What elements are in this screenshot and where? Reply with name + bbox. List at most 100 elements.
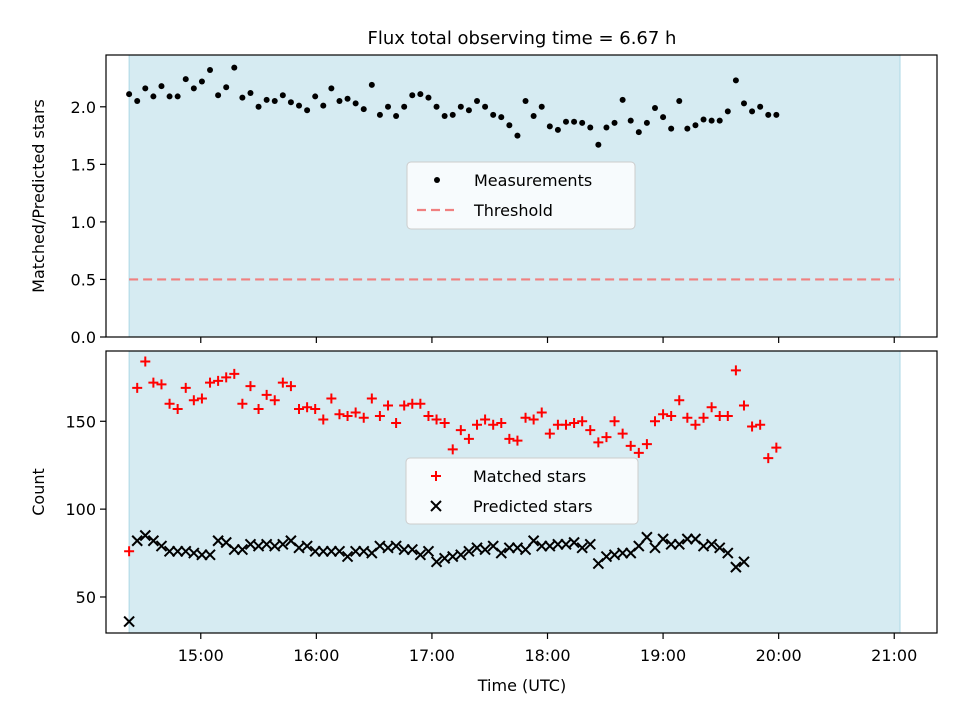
measurement-point xyxy=(166,93,173,100)
matched-star-point xyxy=(585,425,596,436)
predicted-star-point xyxy=(123,615,135,628)
measurement-point xyxy=(724,108,731,115)
matched-star-point xyxy=(334,409,345,420)
measurement-point xyxy=(328,85,335,92)
matched-star-point xyxy=(674,395,685,406)
matched-star-point xyxy=(763,453,774,464)
matched-star-point xyxy=(496,418,507,429)
measurement-point xyxy=(587,124,594,131)
matched-star-point xyxy=(463,433,474,444)
matched-star-point xyxy=(633,447,644,458)
predicted-star-point xyxy=(155,540,168,552)
bottom-panel-legend: Matched stars Predicted stars xyxy=(405,457,639,525)
predicted-star-point xyxy=(204,549,216,561)
y-tick-label: 100 xyxy=(65,500,96,519)
matched-star-point xyxy=(261,389,272,400)
matched-star-point xyxy=(383,400,394,411)
matched-star-point xyxy=(326,393,337,404)
predicted-star-point xyxy=(171,545,184,558)
matched-star-point xyxy=(391,418,402,429)
predicted-star-point xyxy=(228,543,240,556)
measurement-point xyxy=(223,84,230,91)
measurement-point xyxy=(668,125,675,132)
matched-star-point xyxy=(229,368,240,379)
measurement-point xyxy=(296,102,303,109)
matched-star-point xyxy=(528,414,539,425)
predicted-star-point xyxy=(236,543,249,556)
predicted-star-point xyxy=(730,561,742,573)
measurement-point xyxy=(376,111,383,118)
x-tick-label: 17:00 xyxy=(409,646,455,665)
measurement-point xyxy=(522,98,529,105)
measurement-point xyxy=(619,96,626,103)
matched-star-point xyxy=(350,407,361,418)
measurement-point xyxy=(207,66,214,73)
matched-star-point xyxy=(560,419,571,430)
matched-star-point xyxy=(196,393,207,404)
matched-star-point xyxy=(294,403,305,414)
matched-star-point xyxy=(488,419,499,430)
y-tick-label: 1.0 xyxy=(71,213,96,232)
top-panel-x-ticks xyxy=(200,337,895,343)
predicted-star-point xyxy=(309,545,321,558)
measurement-point xyxy=(530,113,537,120)
matched-star-point xyxy=(342,411,353,422)
measurement-point xyxy=(490,111,497,118)
matched-star-point xyxy=(431,414,442,425)
measurement-point xyxy=(457,103,464,110)
predicted-star-point xyxy=(349,545,362,558)
matched-star-point xyxy=(658,409,669,420)
predicted-star-point xyxy=(568,536,580,549)
matched-star-point xyxy=(205,377,216,388)
matched-star-point xyxy=(480,414,491,425)
measurement-point xyxy=(595,141,602,148)
matched-star-point xyxy=(738,400,749,411)
matched-star-point xyxy=(512,435,523,446)
y-tick-label: 0.5 xyxy=(71,270,96,289)
predicted-star-point xyxy=(584,538,596,550)
measurement-point xyxy=(579,119,586,126)
measurement-point xyxy=(571,118,578,125)
predicted-star-point xyxy=(277,538,289,550)
x-tick-label: 21:00 xyxy=(871,646,917,665)
x-tick-label: 18:00 xyxy=(524,646,570,665)
y-tick-label: 0.0 xyxy=(71,328,96,347)
measurement-point xyxy=(538,103,545,110)
bottom-panel-x-ticks: 15:00 16:00 17:00 18:00 19:00 20:00 21:00 xyxy=(178,633,917,665)
y-tick-label: 50 xyxy=(76,588,96,607)
predicted-star-point xyxy=(738,556,750,568)
matched-star-point xyxy=(366,393,377,404)
matched-star-point xyxy=(755,419,766,430)
x-tick-label: 20:00 xyxy=(756,646,802,665)
matched-star-point xyxy=(455,425,466,436)
predicted-star-point xyxy=(649,542,661,554)
measurement-point xyxy=(393,113,400,120)
measurement-point xyxy=(651,104,658,111)
matched-star-point xyxy=(593,437,604,448)
measurement-point xyxy=(215,92,222,99)
predicted-star-point xyxy=(641,531,653,543)
y-tick-label: 2.0 xyxy=(71,98,96,117)
matched-star-point xyxy=(172,403,183,414)
measurement-point xyxy=(142,85,149,92)
legend-predicted-swatch xyxy=(430,500,442,512)
measurement-point xyxy=(611,119,618,126)
top-panel-frame xyxy=(105,54,938,338)
matched-star-point xyxy=(374,411,385,422)
matched-star-point xyxy=(310,403,321,414)
measurement-point xyxy=(757,103,764,110)
top-panel-y-ticks: 0.0 0.5 1.0 1.5 2.0 xyxy=(71,98,106,347)
predicted-star-point xyxy=(722,547,734,559)
measurement-point xyxy=(385,103,392,110)
legend-matched-swatch xyxy=(431,471,441,481)
measurement-point xyxy=(271,98,278,105)
matched-star-point xyxy=(180,382,191,393)
predicted-star-point xyxy=(406,543,418,556)
measurement-point xyxy=(336,98,343,105)
predicted-star-point xyxy=(139,529,152,542)
matched-star-point xyxy=(698,412,709,423)
measurement-point xyxy=(554,126,561,133)
measurement-point xyxy=(320,102,327,109)
legend-label: Predicted stars xyxy=(473,497,593,516)
